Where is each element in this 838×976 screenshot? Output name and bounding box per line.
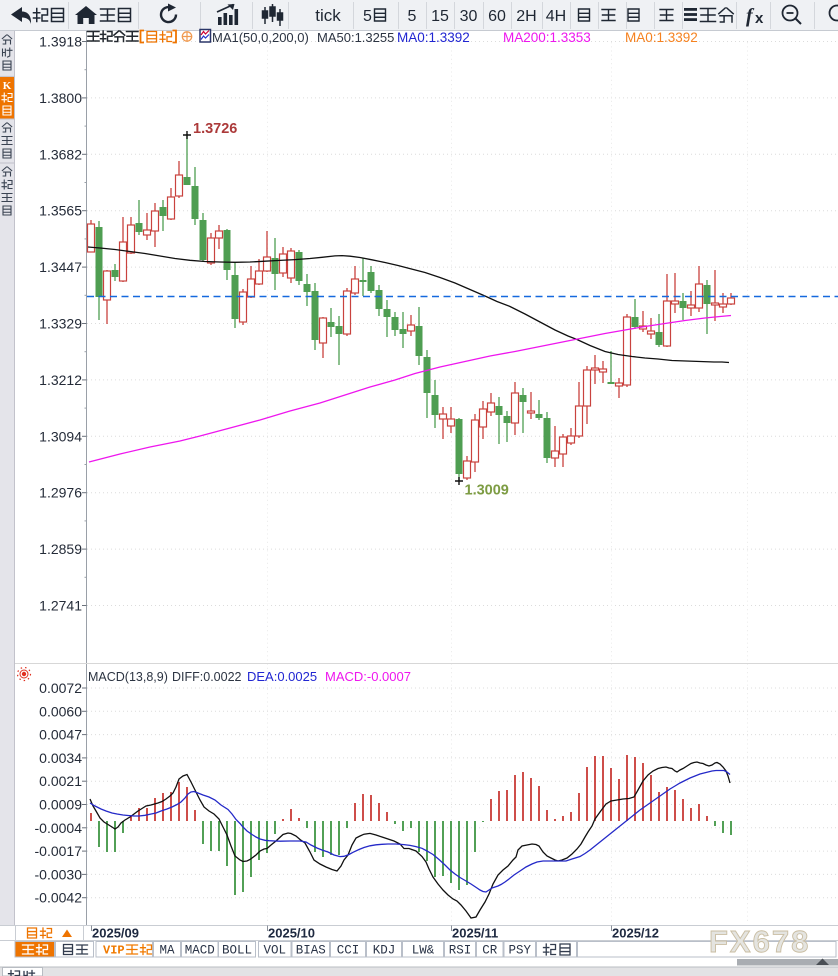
svg-text:2H: 2H [516,8,536,25]
svg-text:1.3009: 1.3009 [465,483,509,499]
svg-text:0.0009: 0.0009 [39,797,82,813]
svg-text:VIP: VIP [103,944,125,958]
svg-text:MA1(50,0,200,0): MA1(50,0,200,0) [212,30,309,45]
svg-text:MA200:1.3353: MA200:1.3353 [503,30,591,45]
svg-text:30: 30 [460,8,478,25]
svg-text:DIFF:0.0022: DIFF:0.0022 [172,670,242,684]
svg-text:FX678: FX678 [709,924,810,959]
svg-text:2025/10: 2025/10 [268,926,315,941]
svg-text:-0.0030: -0.0030 [35,866,83,882]
svg-text:1.3726: 1.3726 [193,121,237,137]
svg-text:x: x [755,10,764,27]
svg-text:MA: MA [159,944,175,958]
svg-text:-0.0004: -0.0004 [35,820,83,836]
svg-text:1.2741: 1.2741 [39,598,82,614]
svg-text:BOLL: BOLL [222,944,252,958]
svg-text:5: 5 [408,8,417,25]
svg-text:1.3918: 1.3918 [39,34,82,50]
svg-text:1.3565: 1.3565 [39,203,82,219]
svg-text:CCI: CCI [337,944,360,958]
svg-text:5: 5 [363,8,372,25]
svg-text:2025/09: 2025/09 [92,926,139,941]
svg-text:1.3212: 1.3212 [39,372,82,388]
svg-text:CR: CR [482,944,498,958]
svg-text:0.0034: 0.0034 [39,750,82,766]
svg-text:BIAS: BIAS [296,944,326,958]
svg-text:-0.0017: -0.0017 [35,843,83,859]
svg-text:1.3447: 1.3447 [39,259,82,275]
svg-text:0.0047: 0.0047 [39,727,82,743]
svg-text:PSY: PSY [508,944,531,958]
svg-text:60: 60 [488,8,506,25]
svg-text:MACD(13,8,9): MACD(13,8,9) [88,670,168,684]
svg-text:MA0:1.3392: MA0:1.3392 [397,30,470,45]
svg-text:15: 15 [431,8,449,25]
svg-text:tick: tick [315,6,341,25]
svg-text:1.2976: 1.2976 [39,485,82,501]
svg-text:0.0072: 0.0072 [39,680,82,696]
svg-text:LW&: LW& [412,944,435,958]
svg-text:1.3094: 1.3094 [39,428,82,444]
svg-text:VOL: VOL [263,944,286,958]
svg-text:MA0:1.3392: MA0:1.3392 [625,30,698,45]
svg-text:-0.0042: -0.0042 [35,890,83,906]
svg-text:1.3682: 1.3682 [39,146,82,162]
svg-text:KDJ: KDJ [373,944,396,958]
svg-text:2025/12: 2025/12 [612,926,659,941]
svg-text:K: K [3,80,12,92]
svg-text:1.3329: 1.3329 [39,316,82,332]
svg-text:RSI: RSI [449,944,472,958]
svg-text:f: f [746,5,755,27]
svg-text:1.2859: 1.2859 [39,541,82,557]
svg-text:MACD:-0.0007: MACD:-0.0007 [325,669,411,684]
svg-text:MACD: MACD [185,944,215,958]
svg-text:4H: 4H [546,8,566,25]
svg-text:0.0060: 0.0060 [39,703,82,719]
svg-text:1.3800: 1.3800 [39,90,82,106]
svg-text:2025/11: 2025/11 [452,926,498,941]
svg-text:DEA:0.0025: DEA:0.0025 [247,669,317,684]
svg-text:0.0021: 0.0021 [39,773,82,789]
svg-text:MA50:1.3255: MA50:1.3255 [317,30,394,45]
